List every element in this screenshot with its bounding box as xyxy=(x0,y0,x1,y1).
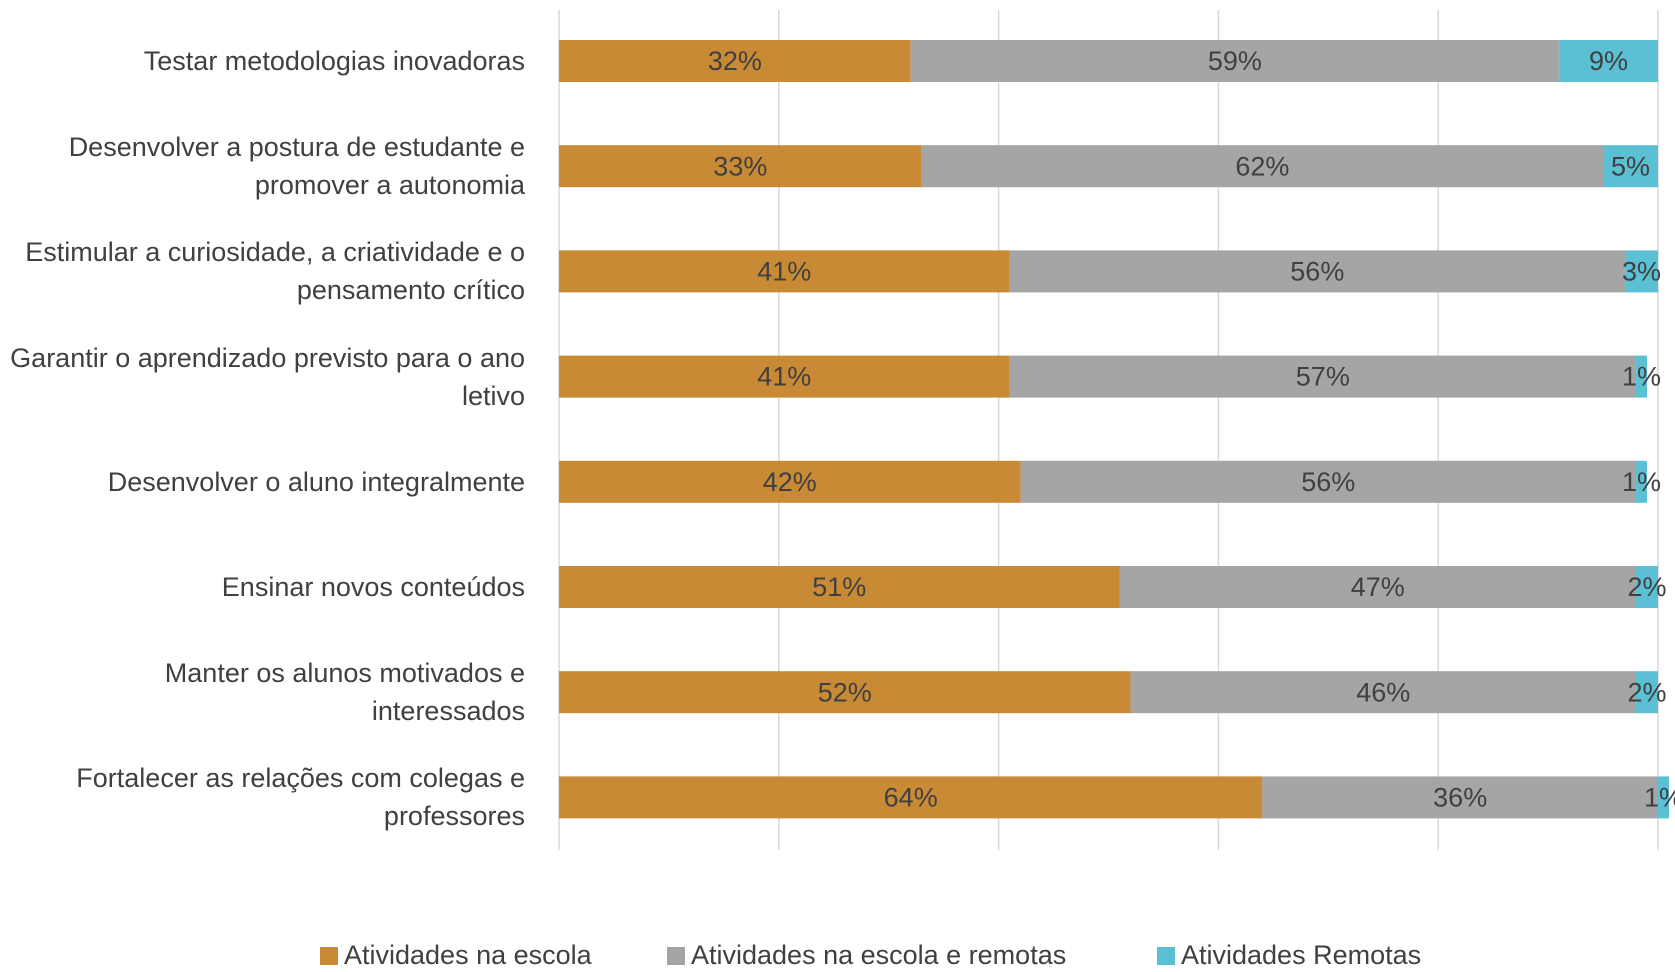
bar-segment xyxy=(559,355,1010,398)
value-label: 9% xyxy=(1589,46,1628,76)
legend-label: Atividades Remotas xyxy=(1181,940,1421,970)
category-label: Desenvolver o aluno integralmente xyxy=(107,466,525,497)
bar-segment xyxy=(1262,776,1658,819)
value-label: 2% xyxy=(1627,572,1666,602)
bar-segment xyxy=(910,40,1560,82)
value-label: 5% xyxy=(1611,151,1650,181)
bar-segment xyxy=(1559,40,1658,82)
category-label: Ensinar novos conteúdos xyxy=(221,572,525,602)
legend-swatch xyxy=(667,947,685,965)
value-label: 57% xyxy=(1296,362,1350,392)
bar-segment xyxy=(1636,671,1658,714)
value-label: 42% xyxy=(763,467,817,497)
bar-segment xyxy=(921,145,1604,188)
category-label: Desenvolver a postura de estudante e pro… xyxy=(68,132,525,201)
value-label: 1% xyxy=(1644,783,1675,813)
value-label: 1% xyxy=(1622,467,1661,497)
bar-segment xyxy=(559,671,1131,714)
value-label: 1% xyxy=(1622,362,1661,392)
value-label: 2% xyxy=(1627,677,1666,707)
category-label: Estimular a curiosidade, a criatividade … xyxy=(25,237,525,306)
category-label: Fortalecer as relações com colegas e pro… xyxy=(76,763,525,832)
value-label: 51% xyxy=(812,572,866,602)
value-label: 62% xyxy=(1235,151,1289,181)
value-label: 32% xyxy=(708,46,762,76)
bar-segment xyxy=(1636,460,1648,503)
bar-segment xyxy=(559,566,1120,608)
value-label: 56% xyxy=(1301,467,1355,497)
value-label: 41% xyxy=(757,257,811,287)
value-label: 52% xyxy=(818,677,872,707)
category-label: Manter os alunos motivados e interessado… xyxy=(164,658,525,727)
bar-segment xyxy=(1119,566,1637,608)
legend-label: Atividades na escola xyxy=(344,940,593,970)
value-label: 56% xyxy=(1290,257,1344,287)
bar-segment xyxy=(559,250,1010,293)
bar-segment xyxy=(559,40,911,82)
bar-segment xyxy=(1658,776,1669,819)
legend-label: Atividades na escola e remotas xyxy=(691,940,1066,970)
value-label: 33% xyxy=(713,151,767,181)
legend-swatch xyxy=(1157,947,1175,965)
legend-swatch xyxy=(320,947,338,965)
bar-segment xyxy=(559,776,1263,819)
value-label: 59% xyxy=(1208,46,1262,76)
bar-segment xyxy=(1020,460,1637,503)
bar-segment xyxy=(1625,250,1658,293)
category-label: Garantir o aprendizado previsto para o a… xyxy=(10,342,525,411)
bar-segment xyxy=(559,460,1021,503)
value-label: 46% xyxy=(1356,677,1410,707)
value-label: 36% xyxy=(1433,783,1487,813)
category-label: Testar metodologias inovadoras xyxy=(143,46,525,76)
bar-segment xyxy=(1009,355,1637,398)
bar-segment xyxy=(1636,566,1658,608)
bar-segment xyxy=(1009,250,1626,293)
bar-segment xyxy=(559,145,922,188)
bar-segment xyxy=(1603,145,1658,188)
bar-segment xyxy=(1636,355,1648,398)
value-label: 41% xyxy=(757,362,811,392)
value-label: 47% xyxy=(1351,572,1405,602)
value-label: 3% xyxy=(1622,257,1661,287)
bar-segment xyxy=(1130,671,1637,714)
value-label: 64% xyxy=(884,783,938,813)
